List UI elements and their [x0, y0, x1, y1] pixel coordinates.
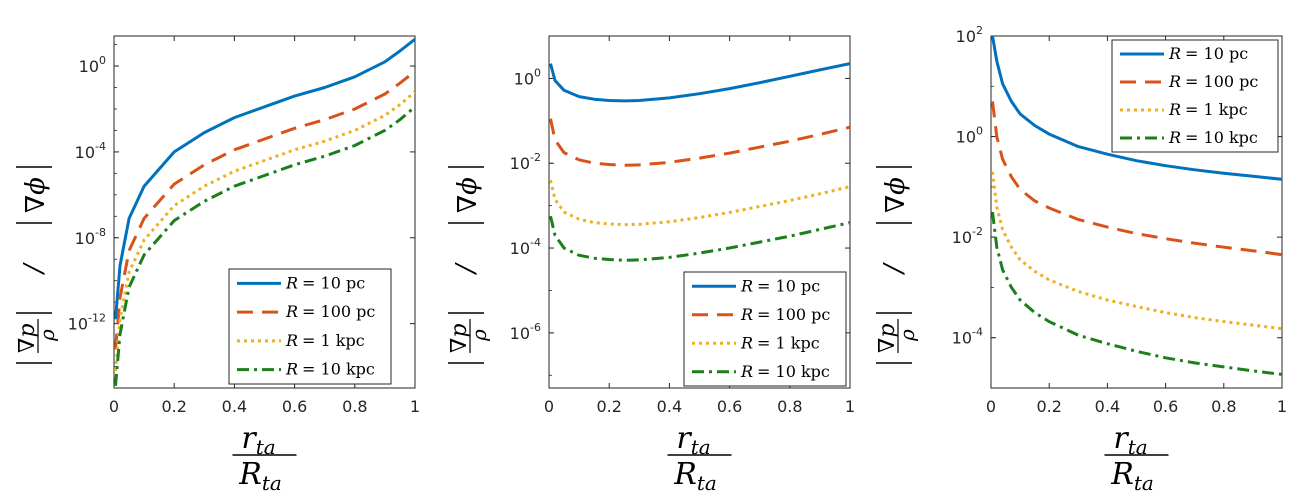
x-tick-label: 1	[410, 397, 420, 416]
y-tick-label: 10-2	[510, 151, 541, 173]
y-tick-label: 10-4	[75, 140, 106, 162]
x-tick-label: 0.6	[717, 397, 742, 416]
x-label-denominator: Rta	[238, 457, 282, 494]
series-line-r-100-pc	[991, 101, 1282, 257]
x-tick-label: 1	[845, 397, 855, 416]
series-line-r-10-kpc	[549, 215, 850, 262]
series-line-r-1-kpc	[991, 171, 1282, 331]
legend-entry-label: R = 1 kpc	[1168, 100, 1248, 119]
x-tick-label: 0.6	[1153, 397, 1178, 416]
grad-p-symbol: ∇p	[447, 324, 472, 353]
x-tick-label: 0.4	[1095, 397, 1120, 416]
series-line-r-1-kpc	[549, 179, 850, 227]
x-label-numerator: rta	[676, 421, 710, 459]
series-line-r-100-pc	[549, 118, 850, 167]
x-tick-label: 0	[986, 397, 996, 416]
legend-entry-label: R = 10 pc	[740, 276, 820, 295]
series-line-r-10-pc	[549, 62, 850, 103]
x-tick-label: 0.6	[282, 397, 307, 416]
x-tick-label: 0.2	[1036, 397, 1061, 416]
legend-box	[228, 268, 392, 385]
grad-p-symbol: ∇p	[875, 324, 900, 353]
legend-entry-label: R = 100 pc	[1168, 72, 1258, 91]
x-tick-label: 0.8	[1211, 397, 1236, 416]
legend-entry-label: R = 1 kpc	[740, 333, 820, 352]
series-line-r-10-pc	[114, 38, 415, 320]
x-label-numerator: rta	[1113, 421, 1147, 459]
grad-p-symbol: ∇p	[15, 324, 40, 353]
y-tick-label: 100	[514, 66, 541, 88]
x-tick-label: 0	[544, 397, 554, 416]
slash-symbol: /	[451, 262, 481, 276]
y-tick-label: 10-8	[75, 226, 106, 248]
legend-box	[1111, 39, 1279, 153]
legend-box	[683, 271, 847, 387]
legend: R = 10 pc R = 100 pc R = 1 kpc R = 10 kpc	[683, 271, 847, 387]
series-group	[114, 38, 415, 387]
y-tick-label: 10-4	[952, 326, 983, 348]
series-line-r-1-kpc	[114, 90, 415, 371]
y-tick-label: 10-4	[510, 236, 541, 258]
x-label-denominator: Rta	[673, 457, 717, 494]
x-tick-label: 0.2	[161, 397, 186, 416]
series-line-r-100-pc	[114, 70, 415, 350]
x-label-numerator: rta	[241, 421, 275, 459]
x-tick-label: 1	[1277, 397, 1287, 416]
series-line-r-10-pc	[991, 36, 1282, 181]
legend-entry-label: R = 100 pc	[285, 302, 375, 321]
legend-entry-label: R = 10 kpc	[1168, 128, 1258, 147]
legend: R = 10 pc R = 100 pc R = 1 kpc R = 10 kpc	[1111, 39, 1279, 153]
slash-symbol: /	[19, 262, 49, 276]
legend-entry-label: R = 100 pc	[740, 305, 830, 324]
y-tick-label: 10-2	[952, 225, 983, 247]
series-group	[549, 62, 850, 262]
legend-entry-label: R = 10 pc	[1168, 44, 1248, 63]
y-tick-label: 100	[79, 54, 106, 76]
y-tick-label: 100	[956, 125, 983, 147]
grad-phi-symbol: ∇ϕ	[881, 177, 911, 213]
series-line-r-10-kpc	[114, 105, 415, 387]
legend-entry-label: R = 10 kpc	[740, 362, 830, 381]
rho-symbol: ρ	[35, 329, 59, 342]
rho-symbol: ρ	[467, 329, 491, 342]
y-axis-label: ∇pρ / ∇ϕ	[15, 166, 59, 364]
series-line-r-10-kpc	[991, 211, 1282, 376]
y-tick-label: 102	[956, 24, 983, 46]
y-axis-label: ∇pρ / ∇ϕ	[875, 166, 919, 364]
x-tick-label: 0.2	[596, 397, 621, 416]
legend-entry-label: R = 10 pc	[285, 273, 365, 292]
x-tick-label: 0.4	[657, 397, 682, 416]
rho-symbol: ρ	[895, 329, 919, 342]
x-tick-label: 0	[109, 397, 119, 416]
x-label-denominator: Rta	[1110, 457, 1154, 494]
x-tick-label: 0.4	[222, 397, 247, 416]
y-tick-label: 10-12	[68, 312, 106, 334]
y-tick-label: 10-6	[510, 321, 541, 343]
grad-phi-symbol: ∇ϕ	[453, 177, 483, 213]
x-tick-label: 0.8	[342, 397, 367, 416]
x-tick-label: 0.8	[777, 397, 802, 416]
slash-symbol: /	[879, 262, 909, 276]
y-axis-label: ∇pρ / ∇ϕ	[447, 166, 491, 364]
legend-entry-label: R = 1 kpc	[285, 331, 365, 350]
grad-phi-symbol: ∇ϕ	[21, 177, 51, 213]
series-group	[991, 36, 1282, 376]
legend-entry-label: R = 10 kpc	[285, 360, 375, 379]
legend: R = 10 pc R = 100 pc R = 1 kpc R = 10 kpc	[228, 268, 392, 385]
